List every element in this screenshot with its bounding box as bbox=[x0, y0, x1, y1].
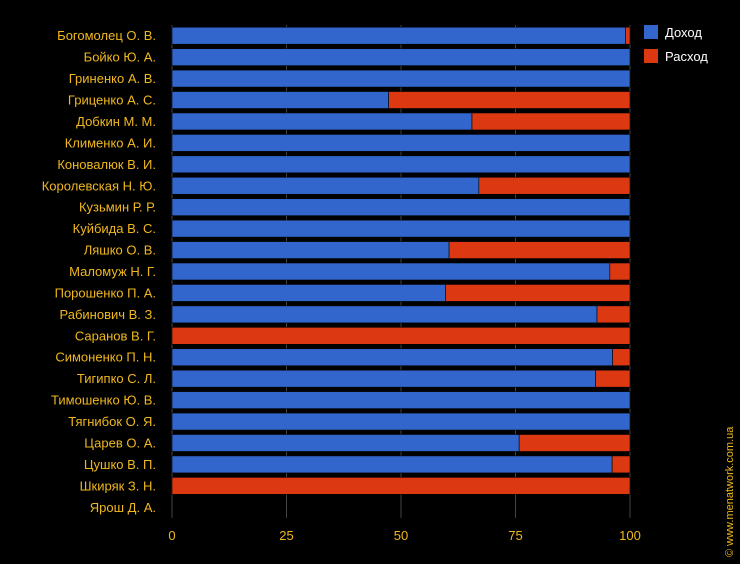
bar-income-13 bbox=[171, 305, 598, 324]
bar-income-0 bbox=[171, 26, 626, 45]
category-label: Саранов В. Г. bbox=[75, 328, 156, 343]
x-tick-label: 75 bbox=[508, 528, 522, 543]
category-label: Тимошенко Ю. В. bbox=[51, 393, 156, 408]
category-label: Куйбида В. С. bbox=[73, 221, 156, 236]
bar-expense-19 bbox=[518, 434, 631, 452]
legend-swatch-expense bbox=[644, 49, 658, 63]
bar-income-20 bbox=[171, 455, 613, 474]
bar-income-1 bbox=[171, 48, 631, 66]
category-label: Шкиряк З. Н. bbox=[80, 478, 156, 493]
bar-income-3 bbox=[171, 91, 389, 109]
category-label: Царев О. А. bbox=[84, 435, 156, 450]
category-label: Гриценко А. С. bbox=[68, 93, 156, 108]
category-labels: Богомолец О. В. Бойко Ю. А. Гриненко А. В.… bbox=[42, 28, 156, 515]
bar-income-2 bbox=[171, 69, 631, 88]
bar-income-10 bbox=[171, 241, 450, 259]
x-tick-label: 50 bbox=[394, 528, 408, 543]
x-tick-label: 25 bbox=[279, 528, 293, 543]
bar-income-9 bbox=[171, 219, 631, 238]
category-label: Цушко В. П. bbox=[84, 457, 156, 472]
bar-expense-16 bbox=[595, 369, 631, 388]
bar-expense-11 bbox=[609, 262, 631, 281]
bar-expense-12 bbox=[445, 284, 631, 302]
bar-expense-14 bbox=[171, 327, 631, 345]
bar-expense-21 bbox=[171, 477, 631, 495]
bar-expense-10 bbox=[448, 241, 631, 259]
bar-income-4 bbox=[171, 112, 473, 131]
bar-income-12 bbox=[171, 284, 446, 302]
category-label: Клименко А. И. bbox=[65, 135, 156, 150]
category-label: Богомолец О. В. bbox=[57, 28, 156, 43]
bar-expense-3 bbox=[388, 91, 631, 109]
legend-swatch-income bbox=[644, 25, 658, 39]
bar-income-19 bbox=[171, 434, 520, 452]
category-label: Порошенко П. А. bbox=[55, 285, 156, 300]
legend-label-expense: Расход bbox=[665, 49, 708, 64]
category-label: Рабинович В. З. bbox=[60, 307, 157, 322]
bar-income-16 bbox=[171, 369, 596, 388]
bar-income-15 bbox=[171, 348, 613, 367]
credit-text: © www.menatwork.com.ua bbox=[724, 426, 736, 557]
bars bbox=[171, 26, 631, 495]
x-tick-label: 100 bbox=[619, 528, 641, 543]
category-label: Коновалюк В. И. bbox=[57, 157, 156, 172]
bar-income-7 bbox=[171, 176, 480, 195]
category-label: Кузьмин Р. Р. bbox=[79, 200, 156, 215]
category-label: Тягнибок О. Я. bbox=[68, 414, 156, 429]
legend: Доход Расход bbox=[644, 25, 708, 64]
x-tick-label: 0 bbox=[168, 528, 175, 543]
bar-income-18 bbox=[171, 412, 631, 431]
category-label: Гриненко А. В. bbox=[69, 71, 156, 86]
category-label: Ляшко О. В. bbox=[84, 243, 156, 258]
category-label: Симоненко П. Н. bbox=[55, 350, 156, 365]
x-axis-ticks: 0 25 50 75 100 bbox=[168, 528, 640, 543]
category-label: Королевская Н. Ю. bbox=[42, 178, 156, 193]
bar-expense-13 bbox=[596, 305, 631, 324]
bar-income-17 bbox=[171, 391, 631, 409]
bar-income-11 bbox=[171, 262, 611, 281]
category-label: Маломуж Н. Г. bbox=[69, 264, 156, 279]
category-label: Тигипко С. Л. bbox=[77, 371, 156, 386]
bar-income-5 bbox=[171, 134, 631, 152]
category-label: Бойко Ю. А. bbox=[84, 50, 156, 65]
category-label: Добкин М. М. bbox=[76, 114, 156, 129]
legend-label-income: Доход bbox=[665, 25, 702, 40]
bar-expense-20 bbox=[611, 455, 631, 474]
bar-expense-4 bbox=[471, 112, 631, 131]
bar-expense-0 bbox=[625, 26, 631, 45]
category-label: Ярош Д. А. bbox=[90, 500, 156, 515]
bar-expense-15 bbox=[612, 348, 631, 367]
bar-income-6 bbox=[171, 155, 631, 174]
bar-expense-7 bbox=[478, 176, 631, 195]
bar-income-8 bbox=[171, 198, 631, 216]
